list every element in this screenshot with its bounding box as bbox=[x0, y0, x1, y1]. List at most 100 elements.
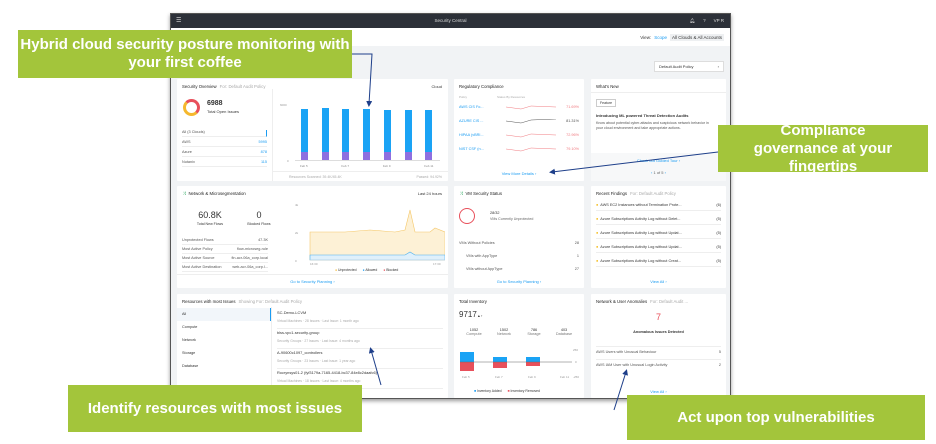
resources-scanned: Resources Scanned: 39.4K/45.4K bbox=[289, 175, 342, 179]
flows-legend: ● Unprotected ● Allowed ● Blocked bbox=[335, 268, 399, 272]
added-bar bbox=[460, 352, 474, 362]
chevron-down-icon: › bbox=[717, 64, 719, 69]
resource-name: Rocrynsys01-2 (fyf3179a-7165-4418-bc37-8… bbox=[277, 370, 377, 375]
stat-label: Database bbox=[555, 332, 573, 336]
feature-tag: Feature bbox=[596, 99, 617, 107]
stat-label: Most Active Destination bbox=[182, 265, 222, 269]
recent-findings-card: Recent Findings For: Default Audit Policy… bbox=[591, 186, 726, 288]
resource-category[interactable]: Database bbox=[182, 364, 199, 368]
stat-label: VMs Without Policies bbox=[459, 241, 495, 245]
scope-link[interactable]: Scope bbox=[654, 35, 667, 40]
x-tick: Feb 5 bbox=[300, 164, 308, 168]
policy-name[interactable]: HIPAA (vBRI... bbox=[459, 133, 484, 137]
compliance-row[interactable]: AWS CIS Fo... 71.69% bbox=[459, 105, 579, 111]
finding-item[interactable]: ● Azure Subscriptions Activity Log withou… bbox=[596, 217, 721, 225]
top-bar: ☰ Security Central 🔔︎? VP R bbox=[171, 14, 730, 28]
cloud-row[interactable]: AWS 5995 bbox=[182, 140, 267, 147]
resource-item[interactable]: A-90600c1097_controllers Security Groups … bbox=[277, 350, 443, 369]
cloud-row[interactable]: Nutanix 115 bbox=[182, 160, 267, 167]
app-window: ☰ Security Central 🔔︎? VP R View: Scope All… bbox=[170, 13, 731, 399]
card-title: VM Security Status bbox=[465, 191, 502, 196]
bell-icon[interactable]: 🔔︎ bbox=[689, 18, 696, 23]
vm-ratio-label: VMs Currently Unprotected bbox=[490, 217, 534, 221]
x-label: 16:30 bbox=[310, 262, 318, 266]
regulatory-compliance-card: Regulatory Compliance Policy Status By R… bbox=[454, 79, 584, 181]
anomaly-row[interactable]: AWS IAM User with Unusual Login Activity… bbox=[596, 359, 721, 367]
resource-category[interactable]: Network bbox=[182, 338, 196, 342]
anomaly-count: 7 bbox=[655, 312, 661, 322]
issues-bar bbox=[342, 108, 350, 152]
resource-item[interactable]: blss-vpc1-security-group Security Groups … bbox=[277, 330, 443, 349]
resource-item[interactable]: SC-Demo-LCVM Virtual Machines · 28 Issues… bbox=[277, 310, 443, 329]
issues-bar bbox=[363, 109, 371, 152]
time-filter[interactable]: Last 24 hours bbox=[417, 191, 442, 196]
finding-count: (6) bbox=[716, 203, 721, 207]
compliance-value: 81.31% bbox=[566, 119, 579, 123]
stat-value: 27 bbox=[574, 267, 579, 271]
flows-area-chart: 4k 2k 0 16:30 17:30 bbox=[295, 203, 445, 266]
cloud-row[interactable]: Azure 878 bbox=[182, 150, 267, 157]
policy-dropdown[interactable]: Default Audit Policy › bbox=[654, 61, 724, 72]
issues-bar bbox=[321, 108, 329, 152]
view-more-details-link[interactable]: View More Details › bbox=[501, 171, 537, 176]
view-all-link[interactable]: View All › bbox=[650, 279, 667, 284]
trend-sparkline bbox=[505, 133, 556, 138]
vm-ratio: 28/32 bbox=[490, 211, 500, 215]
cloud-filter[interactable]: Cloud bbox=[431, 84, 442, 89]
x-label: Feb 7 bbox=[495, 375, 503, 379]
resource-category[interactable]: Storage bbox=[182, 351, 196, 355]
trend-sparkline bbox=[505, 105, 556, 110]
network-stat-row: Most Active Destination web-acr-06a_corp.… bbox=[182, 265, 268, 272]
guided-tour-link[interactable]: Check out Guided Tour › bbox=[636, 158, 681, 163]
resource-category[interactable]: All bbox=[177, 308, 271, 321]
resource-name: blss-vpc1-security-group bbox=[277, 330, 320, 335]
user-menu[interactable]: VP R bbox=[713, 18, 724, 23]
policy-name[interactable]: AWS CIS Fo... bbox=[459, 105, 484, 109]
finding-item[interactable]: ● Azure Subscriptions Activity Log withou… bbox=[596, 245, 721, 253]
policy-name[interactable]: AZURE CIS ... bbox=[459, 119, 484, 123]
compliance-row[interactable]: NIST CSF (n... 79.10% bbox=[459, 147, 579, 153]
policy-value: Default Audit Policy bbox=[659, 64, 694, 69]
stat-value: 1052 bbox=[469, 328, 479, 332]
compliance-row[interactable]: AZURE CIS ... 81.31% bbox=[459, 119, 579, 125]
stat-label: Storage bbox=[527, 332, 541, 336]
x-label: 17:30 bbox=[433, 262, 441, 266]
column-header: Policy bbox=[459, 95, 468, 99]
resource-meta: Security Groups · 23 Issues · Last Issue… bbox=[277, 359, 356, 363]
finding-item[interactable]: ● Azure Subscriptions Activity Log withou… bbox=[596, 259, 721, 267]
warning-dot-icon: ● bbox=[596, 259, 599, 263]
security-planning-link[interactable]: Go to Security Planning › bbox=[290, 279, 335, 284]
scope-selector[interactable]: All Clouds & All Accounts bbox=[669, 34, 724, 41]
help-icon[interactable]: ? bbox=[703, 18, 706, 23]
cloud-row[interactable]: All (3 Clouds) bbox=[182, 130, 267, 137]
pager[interactable]: ‹ 1 of 5 › bbox=[651, 170, 666, 175]
anomaly-row[interactable]: AWS Users with Unusual Behaviour 5 bbox=[596, 346, 721, 354]
stat-label: VMs without AppType bbox=[466, 267, 503, 271]
view-all-link[interactable]: View All › bbox=[650, 389, 667, 394]
card-subtitle: For: Default Audit Policy bbox=[219, 84, 266, 89]
issues-bar bbox=[321, 151, 329, 160]
compliance-row[interactable]: HIPAA (vBRI... 72.96% bbox=[459, 133, 579, 139]
divider bbox=[272, 89, 273, 181]
policy-name[interactable]: NIST CSF (n... bbox=[459, 147, 484, 151]
resource-category[interactable]: Compute bbox=[182, 325, 198, 329]
warning-dot-icon: ● bbox=[596, 245, 599, 249]
inventory-stat: 403 Database bbox=[549, 328, 579, 336]
total-flows-label: Total New Flows bbox=[196, 222, 224, 226]
trend-sparkline bbox=[505, 147, 556, 152]
finding-item[interactable]: ● AWS EC2 Instances without Termination P… bbox=[596, 203, 721, 211]
y-label: 0 bbox=[295, 259, 297, 263]
anomaly-label: AWS IAM User with Unusual Login Activity bbox=[596, 363, 668, 367]
finding-item[interactable]: ● Azure Subscriptions Activity Log withou… bbox=[596, 231, 721, 239]
passed-rate: Passed: 94.92% bbox=[416, 175, 443, 179]
cloud-issues: 115 bbox=[260, 160, 267, 164]
finding-title: AWS EC2 Instances without Termination Pr… bbox=[600, 203, 682, 207]
x-label: Feb 9 bbox=[528, 375, 536, 379]
menu-icon[interactable]: ☰ bbox=[176, 18, 182, 24]
network-icon: ⤨ bbox=[182, 191, 186, 196]
cloud-name: All (3 Clouds) bbox=[182, 130, 205, 134]
security-planning-link[interactable]: Go to Security Planning › bbox=[496, 279, 542, 284]
y-label: 0 bbox=[575, 360, 577, 364]
card-title: Resources with most Issues bbox=[182, 299, 236, 304]
y-label: 250 bbox=[573, 348, 578, 352]
